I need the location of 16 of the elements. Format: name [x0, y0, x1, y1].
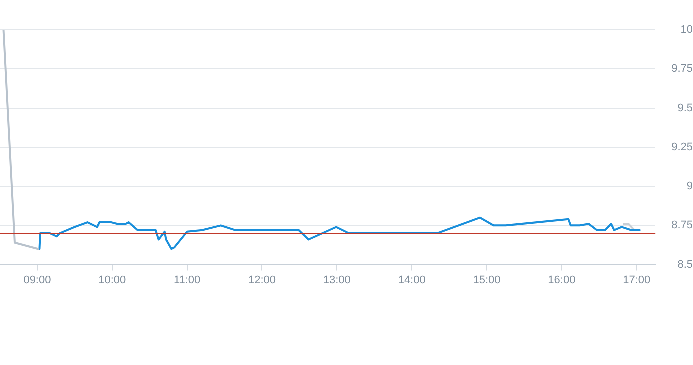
x-tick-label: 13:00: [323, 274, 351, 286]
y-tick-label: 9.75: [672, 63, 693, 76]
y-tick-label: 9.5: [678, 102, 693, 114]
y-tick-label: 10: [680, 24, 693, 36]
x-tick-label: 09:00: [24, 274, 52, 286]
y-tick-label: 9: [686, 180, 693, 193]
x-tick-label: 12:00: [248, 274, 276, 286]
y-tick-label: 8.5: [678, 258, 693, 271]
x-tick-label: 17:00: [623, 274, 651, 286]
y-tick-label: 9.25: [672, 141, 693, 154]
y-tick-label: 8.75: [672, 220, 693, 232]
x-tick-label: 15:00: [473, 274, 501, 286]
x-tick-label: 11:00: [174, 274, 201, 286]
x-tick-label: 14:00: [398, 274, 426, 286]
x-tick-label: 16:00: [548, 274, 576, 286]
x-tick-label: 10:00: [98, 274, 126, 286]
